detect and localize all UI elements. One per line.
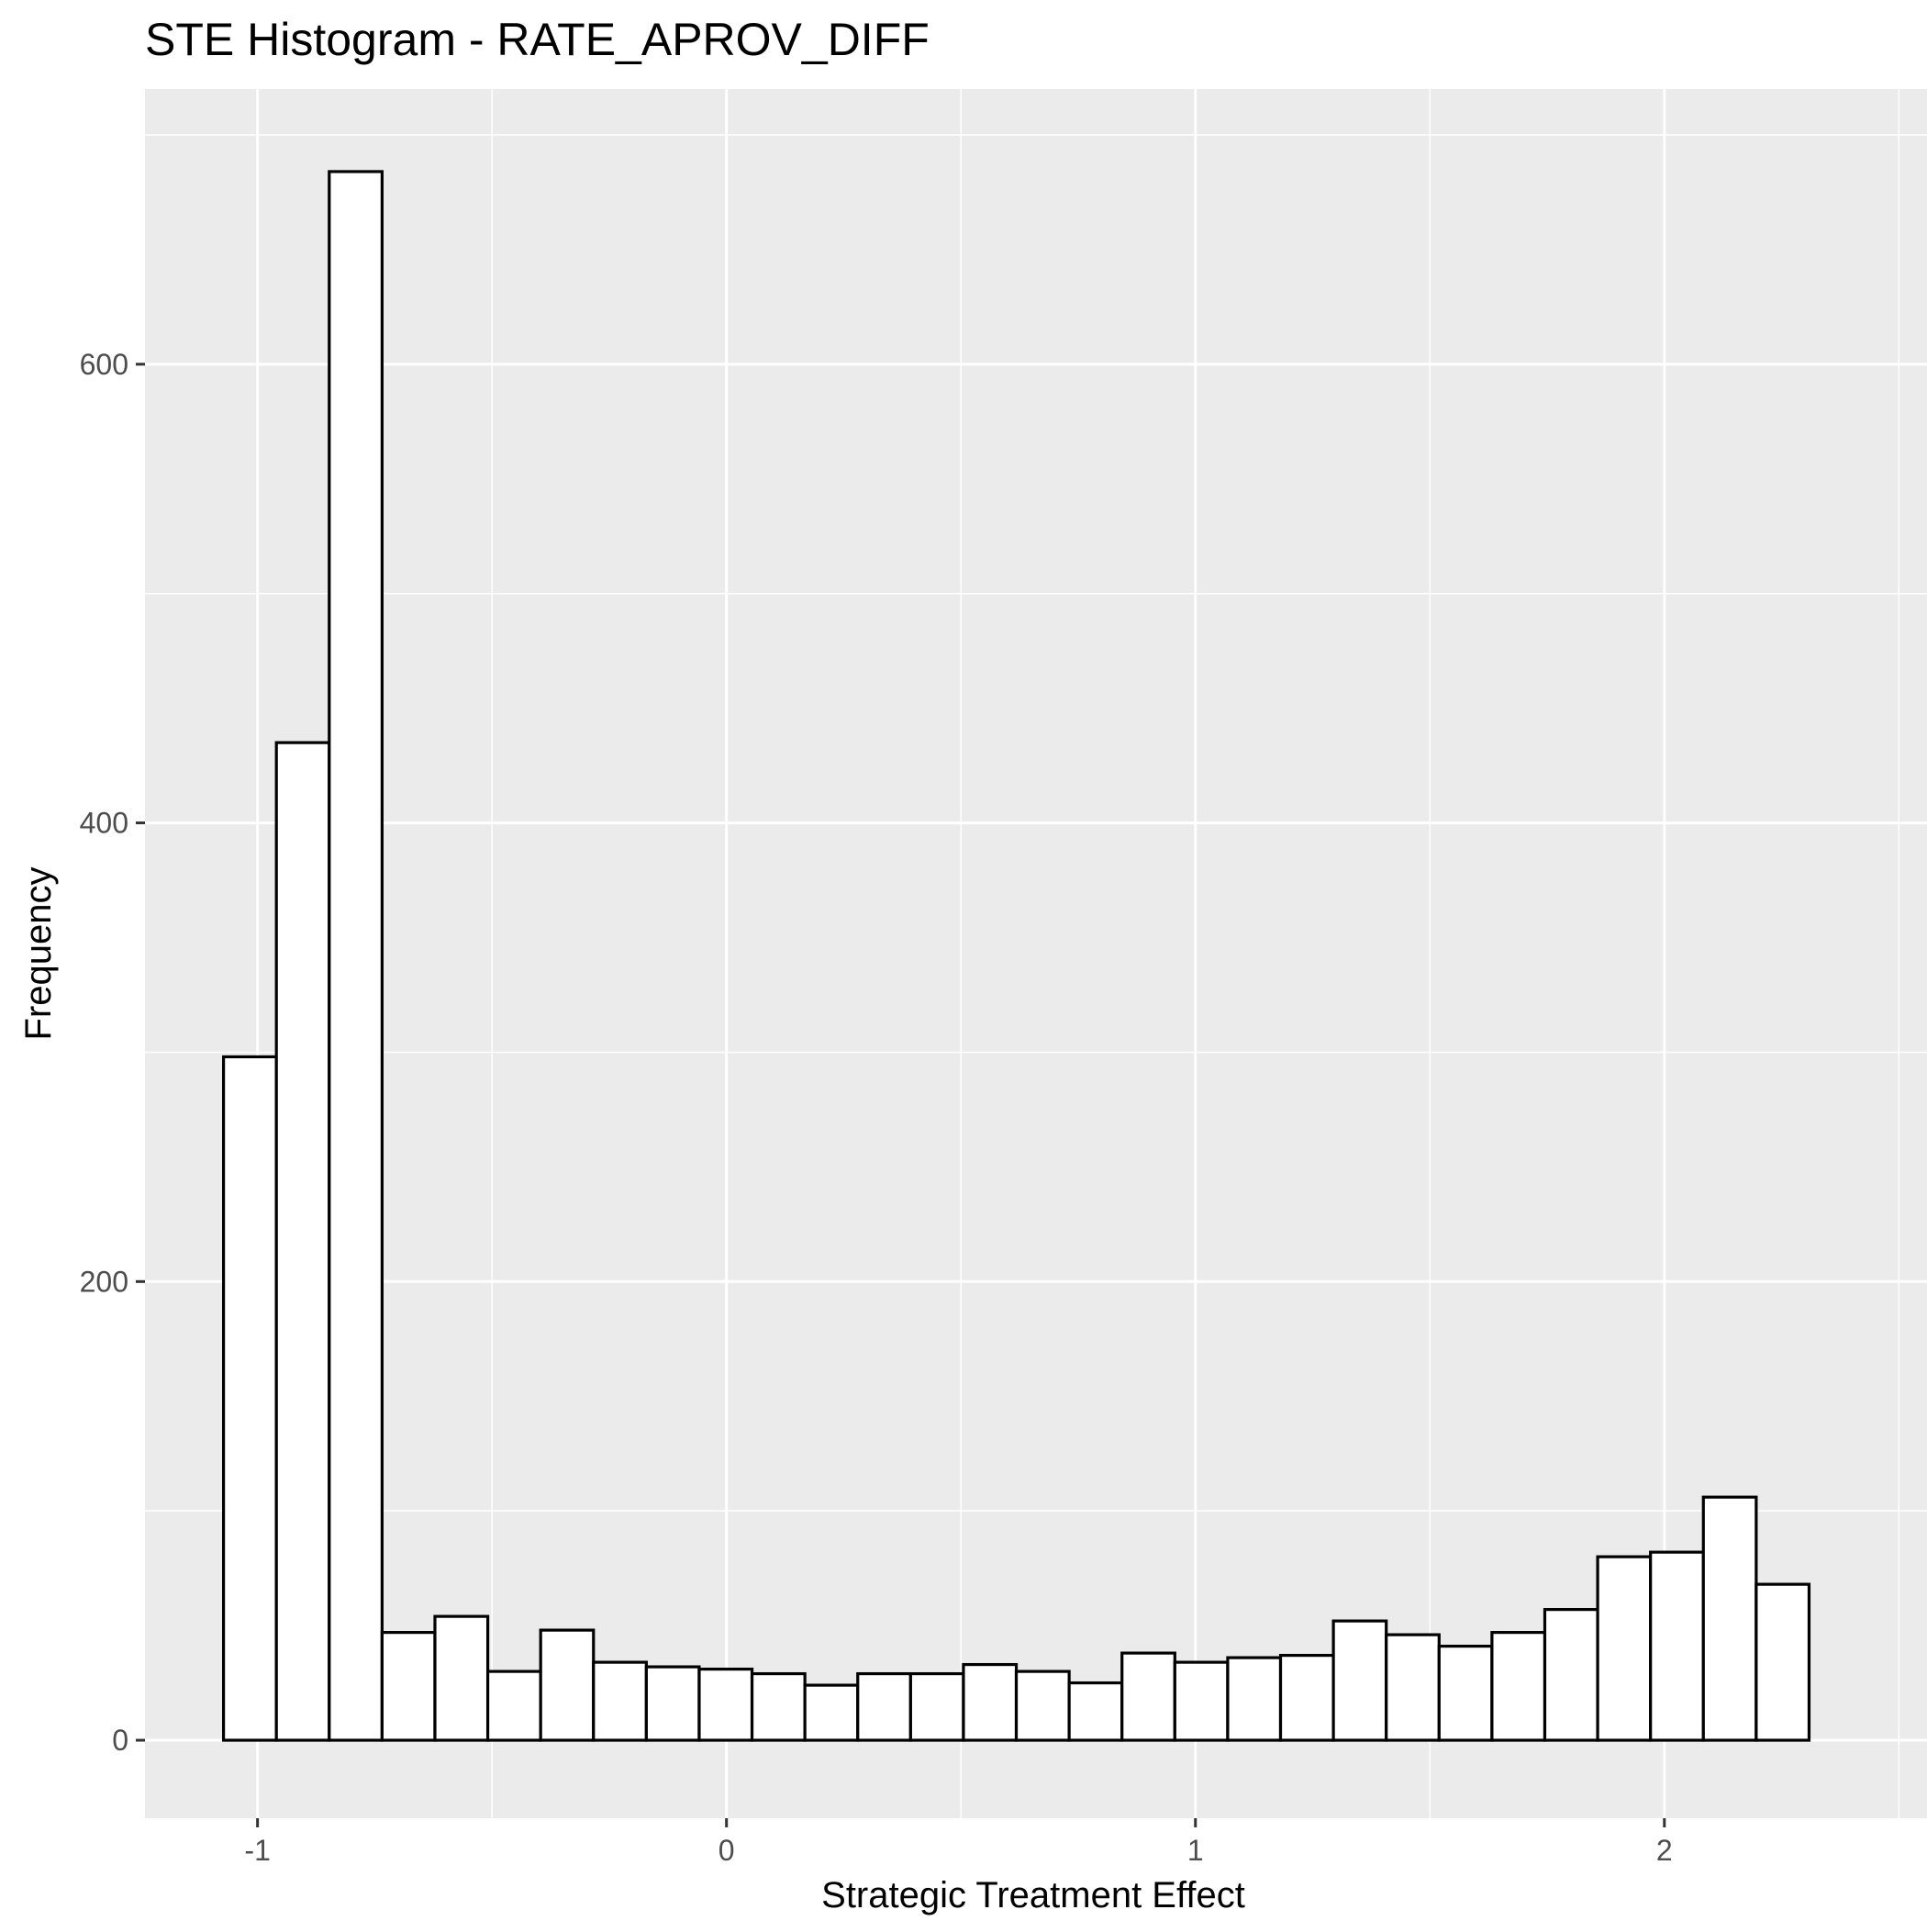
histogram-bar	[1278, 1653, 1335, 1742]
histogram-bar	[697, 1667, 754, 1742]
histogram-bar	[1649, 1550, 1705, 1742]
x-axis-title: Strategic Treatment Effect	[821, 1875, 1245, 1915]
minor-gridlines	[145, 89, 1927, 1818]
major-gridlines	[145, 89, 1927, 1818]
histogram-bar	[1014, 1670, 1071, 1742]
x-tick-label: 0	[718, 1834, 735, 1867]
histogram-bar	[592, 1660, 648, 1742]
histogram-bar	[380, 1631, 437, 1742]
histogram-bar	[1385, 1633, 1441, 1742]
x-tick-label: 1	[1187, 1834, 1204, 1867]
histogram-bar	[1120, 1651, 1176, 1742]
histogram-bar	[1067, 1681, 1124, 1742]
histogram-bar	[644, 1665, 701, 1742]
plot-panel	[145, 89, 1927, 1818]
histogram-bar	[1173, 1660, 1230, 1742]
y-tick-label: 600	[80, 348, 128, 381]
chart-title: STE Histogram - RATE_APROV_DIFF	[145, 14, 930, 65]
x-tick-label: 2	[1656, 1834, 1673, 1867]
histogram-bar	[803, 1683, 860, 1742]
y-axis: 0 200 400 600	[80, 348, 145, 1757]
x-axis: -1 0 1 2	[244, 1818, 1673, 1867]
x-tick-label: -1	[244, 1834, 270, 1867]
histogram-bar	[1490, 1631, 1547, 1742]
histogram-bar	[908, 1671, 965, 1742]
y-tick-label: 400	[80, 807, 128, 840]
y-tick-label: 0	[112, 1724, 128, 1757]
histogram-bar	[1437, 1644, 1494, 1742]
histogram-bar	[1701, 1495, 1758, 1742]
histogram-bar	[1596, 1555, 1653, 1742]
histogram-bar	[962, 1662, 1019, 1742]
histogram-bar	[485, 1670, 542, 1742]
histogram-bar	[328, 170, 384, 1742]
y-axis-title: Frequency	[18, 867, 59, 1041]
histogram-bar	[1226, 1656, 1283, 1742]
histogram-bar	[750, 1671, 807, 1742]
histogram-bar	[274, 741, 331, 1742]
histogram-bar	[1754, 1582, 1811, 1742]
histogram-bar	[539, 1628, 596, 1742]
histogram-bar	[1543, 1608, 1599, 1742]
histogram-bar	[856, 1671, 912, 1742]
histogram-bar	[222, 1055, 278, 1742]
histogram-bars	[222, 170, 1811, 1742]
histogram-bar	[433, 1614, 490, 1742]
y-tick-label: 200	[80, 1265, 128, 1298]
histogram-bar	[1331, 1619, 1388, 1742]
